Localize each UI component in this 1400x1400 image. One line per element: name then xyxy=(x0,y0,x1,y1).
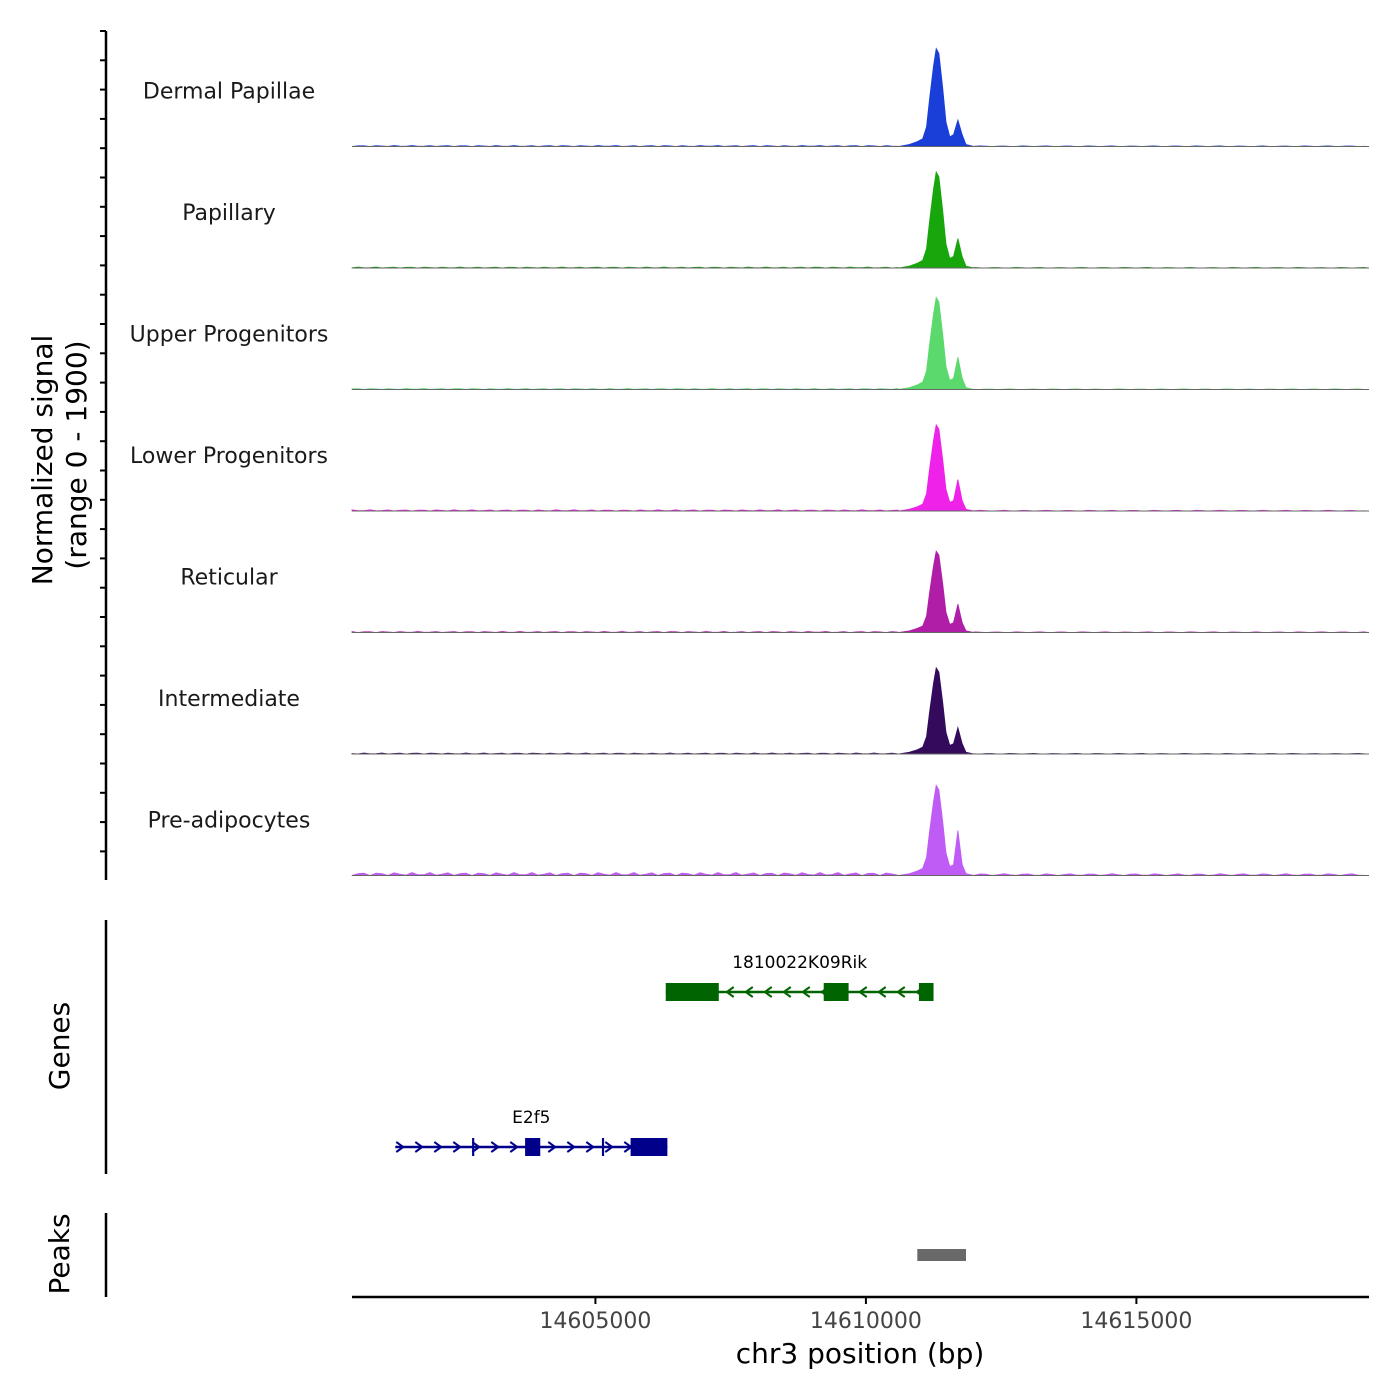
strand-arrow xyxy=(585,1141,595,1153)
strand-arrow xyxy=(877,986,887,998)
peak-region xyxy=(917,1249,966,1261)
strand-arrow xyxy=(782,986,792,998)
exon-block xyxy=(823,983,849,1001)
coverage-area-intermediate xyxy=(351,666,1370,755)
strand-arrow xyxy=(509,1141,519,1153)
genes-axis-label: Genes xyxy=(43,1002,76,1090)
strand-arrow xyxy=(452,1141,462,1153)
track-label-lower-progenitors: Lower Progenitors xyxy=(130,444,328,469)
strand-arrow xyxy=(471,1141,481,1153)
strand-arrow xyxy=(763,986,773,998)
coverage-area-lower-progenitors xyxy=(351,423,1370,512)
x-tick-label: 14605000 xyxy=(539,1309,651,1334)
gene-label-e2f5: E2f5 xyxy=(512,1108,550,1128)
exon-block xyxy=(630,1138,668,1156)
track-label-reticular: Reticular xyxy=(180,566,278,591)
strand-arrow xyxy=(395,1141,405,1153)
track-label-intermediate: Intermediate xyxy=(158,687,300,712)
coverage-panel: Dermal Papillae Papillary Upper Progenitor… xyxy=(100,30,1370,880)
y-axis-label-line1: Normalized signal xyxy=(26,335,59,586)
exon-block xyxy=(918,983,934,1001)
strand-arrow xyxy=(604,1141,614,1153)
exon-block xyxy=(472,1138,475,1156)
track-label-pre-adipocytes: Pre-adipocytes xyxy=(148,809,311,834)
coverage-area-papillary xyxy=(351,170,1370,269)
peaks-panel xyxy=(104,1213,966,1297)
exon-block xyxy=(665,983,719,1001)
strand-arrow xyxy=(433,1141,443,1153)
track-label-papillary: Papillary xyxy=(182,201,276,226)
strand-arrow xyxy=(801,986,811,998)
peaks-axis-label: Peaks xyxy=(43,1213,76,1294)
track-label-dermal-papillae: Dermal Papillae xyxy=(143,80,315,105)
strand-arrow xyxy=(744,986,754,998)
exon-block xyxy=(525,1138,541,1156)
strand-arrow xyxy=(725,986,735,998)
x-tick-label: 14615000 xyxy=(1080,1309,1192,1334)
y-axis-label-line2: (range 0 - 1900) xyxy=(60,340,93,569)
coverage-area-upper-progenitors xyxy=(351,296,1370,390)
strand-arrow xyxy=(414,1141,424,1153)
strand-arrow xyxy=(547,1141,557,1153)
coverage-area-reticular xyxy=(351,550,1370,633)
strand-arrow xyxy=(896,986,906,998)
strand-arrow xyxy=(566,1141,576,1153)
strand-arrow xyxy=(858,986,868,998)
genes-panel: 1810022K09Rik E2f5 xyxy=(104,920,934,1174)
strand-arrow xyxy=(490,1141,500,1153)
coverage-area-pre-adipocytes xyxy=(351,784,1370,876)
x-axis: 14605000 14610000 14615000 xyxy=(352,1295,1369,1334)
track-label-upper-progenitors: Upper Progenitors xyxy=(130,323,329,348)
x-axis-label: chr3 position (bp) xyxy=(736,1337,985,1370)
x-tick-label: 14610000 xyxy=(810,1309,922,1334)
gene-label-1810022k09rik: 1810022K09Rik xyxy=(732,953,867,973)
coverage-area-dermal-papillae xyxy=(351,47,1370,148)
exon-block xyxy=(601,1138,605,1156)
